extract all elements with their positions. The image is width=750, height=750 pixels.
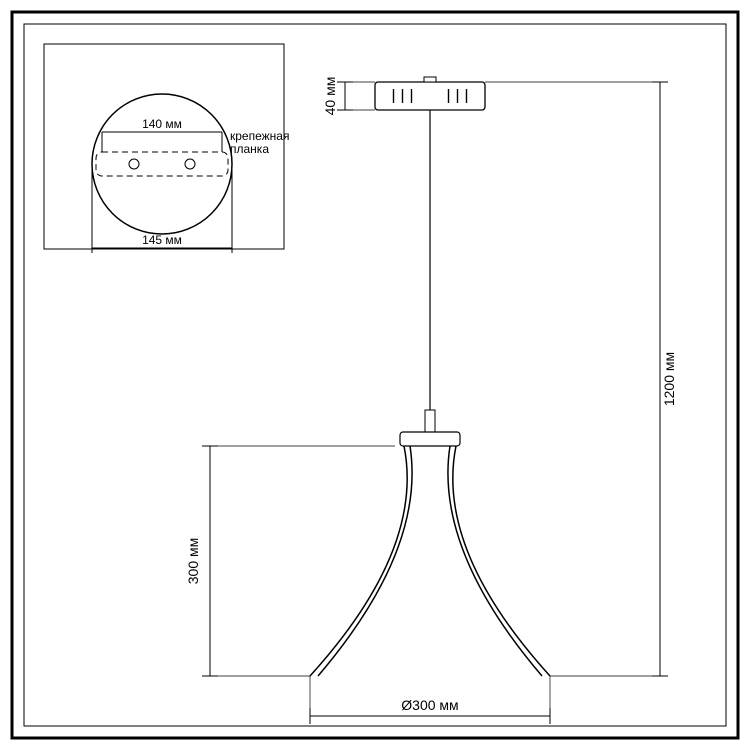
technical-drawing: 140 мм крепежнаяпланка 145 мм 40 мм 1200 мм 3… <box>0 0 750 750</box>
dim-plate-diameter: 145 мм <box>142 233 182 247</box>
dim-shade-diameter: Ø300 мм <box>401 697 458 713</box>
dim-total-height: 1200 мм <box>661 352 677 406</box>
ferrule <box>425 410 435 432</box>
dim-canopy-height: 40 мм <box>322 77 338 116</box>
dim-shade-height: 300 мм <box>185 538 201 585</box>
bracket-label: крепежная <box>230 129 289 143</box>
bracket-label: планка <box>230 142 269 156</box>
dim-bracket-width: 140 мм <box>142 117 182 131</box>
canopy <box>375 82 485 110</box>
junction <box>400 432 460 446</box>
